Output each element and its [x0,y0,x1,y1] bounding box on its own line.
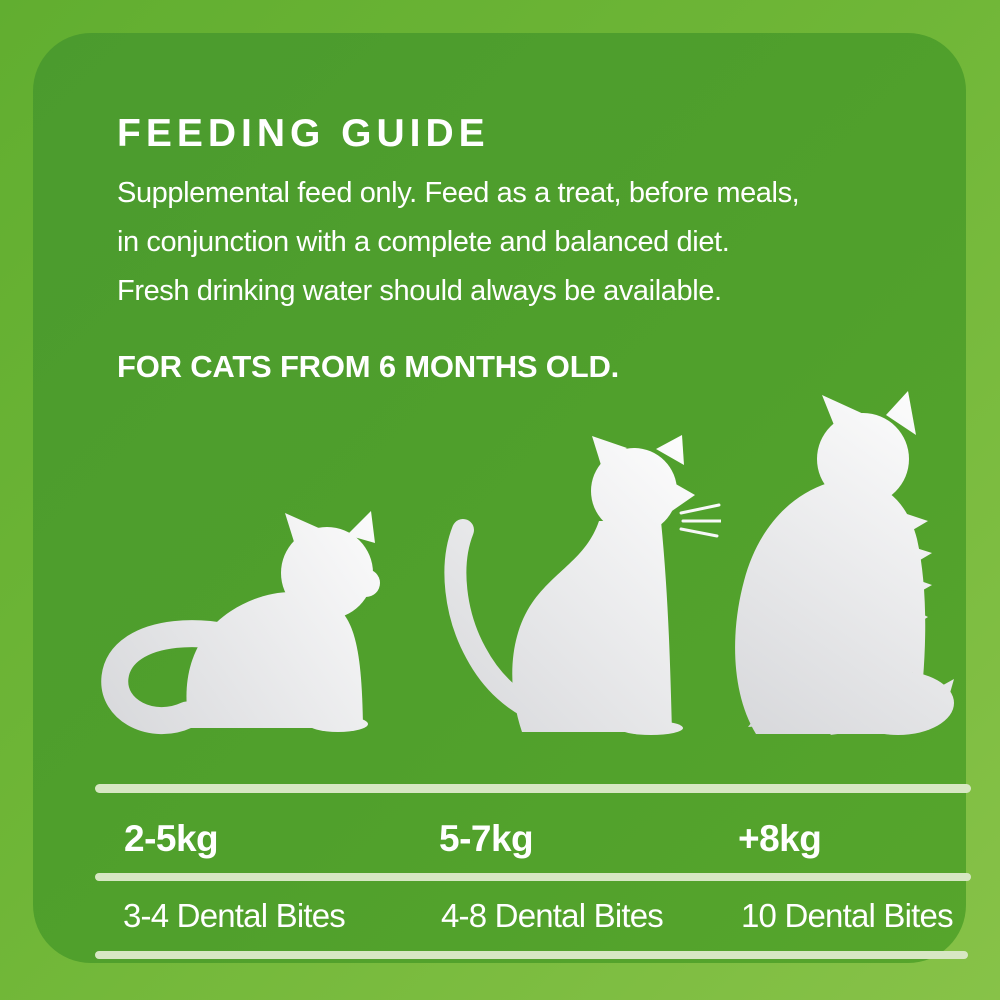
intro-line-2: in conjunction with a complete and balan… [117,226,730,258]
intro-text: Supplemental feed only. Feed as a treat,… [117,169,800,316]
feeding-guide-panel: FEEDING GUIDE Supplemental feed only. Fe… [33,33,971,963]
age-note: FOR CATS FROM 6 MONTHS OLD. [117,349,620,384]
divider [95,784,971,793]
large-cat-silhouette-icon [735,391,954,735]
serving-large: 10 Dental Bites [741,897,954,934]
divider [95,951,968,959]
serving-small: 3-4 Dental Bites [123,897,346,934]
serving-medium: 4-8 Dental Bites [441,897,664,934]
weight-range-medium: 5-7kg [439,818,534,859]
intro-line-3: Fresh drinking water should always be av… [117,275,722,307]
intro-line-1: Supplemental feed only. Feed as a treat,… [117,177,800,209]
weight-range-large: +8kg [738,818,822,859]
divider [95,873,971,881]
small-cat-silhouette-icon [101,511,380,735]
page-title: FEEDING GUIDE [117,112,490,155]
medium-cat-silhouette-icon [444,435,721,735]
weight-range-small: 2-5kg [124,818,219,859]
